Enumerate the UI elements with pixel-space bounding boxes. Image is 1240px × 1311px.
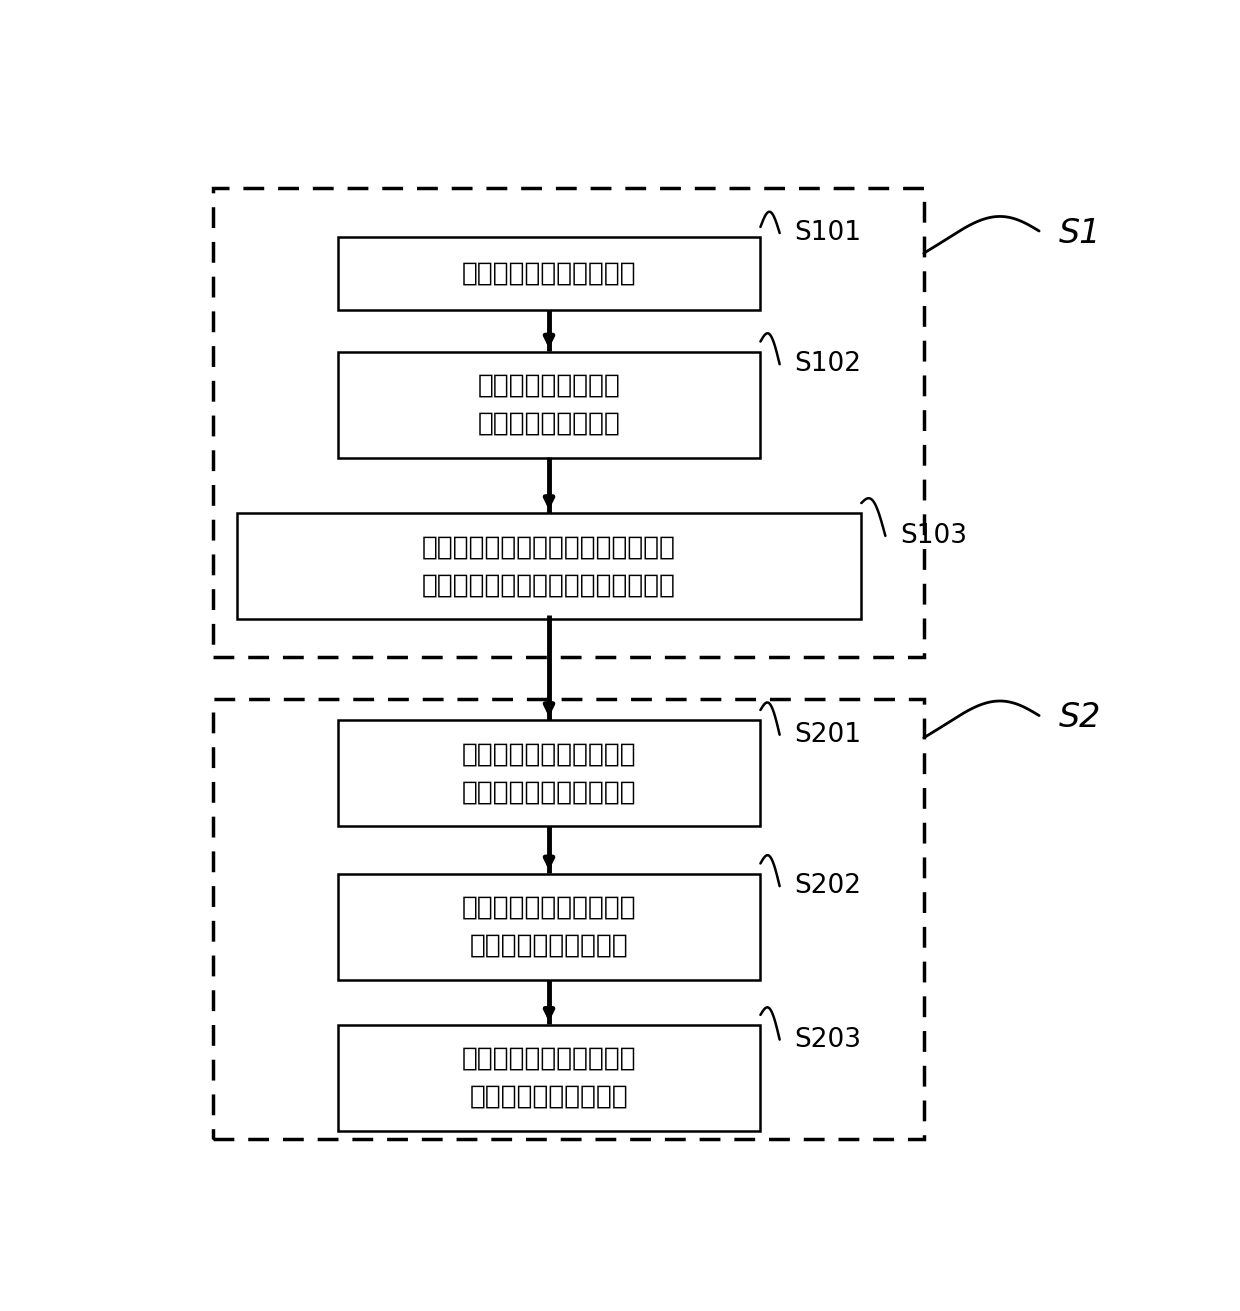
- Text: S102: S102: [794, 351, 861, 378]
- Text: S1: S1: [1058, 216, 1101, 249]
- Text: S101: S101: [794, 220, 861, 246]
- Text: 进行不确定性量化得到输
出变量的期望与标准差: 进行不确定性量化得到输 出变量的期望与标准差: [461, 1046, 636, 1110]
- Bar: [337, 1025, 760, 1131]
- Text: S203: S203: [794, 1027, 861, 1053]
- Text: 计算仿真输出变量关于不
确定参数的不确定函数: 计算仿真输出变量关于不 确定参数的不确定函数: [461, 894, 636, 958]
- Bar: [213, 187, 924, 657]
- Bar: [337, 351, 760, 458]
- Text: 计算不确定参数的高斯点: 计算不确定参数的高斯点: [461, 261, 636, 286]
- Bar: [337, 237, 760, 309]
- Text: S2: S2: [1058, 701, 1101, 734]
- Text: 拓展高斯点获取不确
定参数的采样点集合: 拓展高斯点获取不确 定参数的采样点集合: [477, 372, 620, 437]
- Bar: [213, 699, 924, 1138]
- Text: 组合多个不确定参数的采样点集合，
获取不确定性时域仿真输入样本集合: 组合多个不确定参数的采样点集合， 获取不确定性时域仿真输入样本集合: [422, 534, 676, 598]
- Text: S202: S202: [794, 873, 861, 899]
- Text: S201: S201: [794, 722, 861, 747]
- Text: 进行仿真计算获取不确定
性时域仿真输出样本集合: 进行仿真计算获取不确定 性时域仿真输出样本集合: [461, 741, 636, 805]
- Bar: [337, 720, 760, 826]
- Text: S103: S103: [900, 523, 967, 549]
- Bar: [237, 513, 862, 619]
- Bar: [337, 873, 760, 979]
